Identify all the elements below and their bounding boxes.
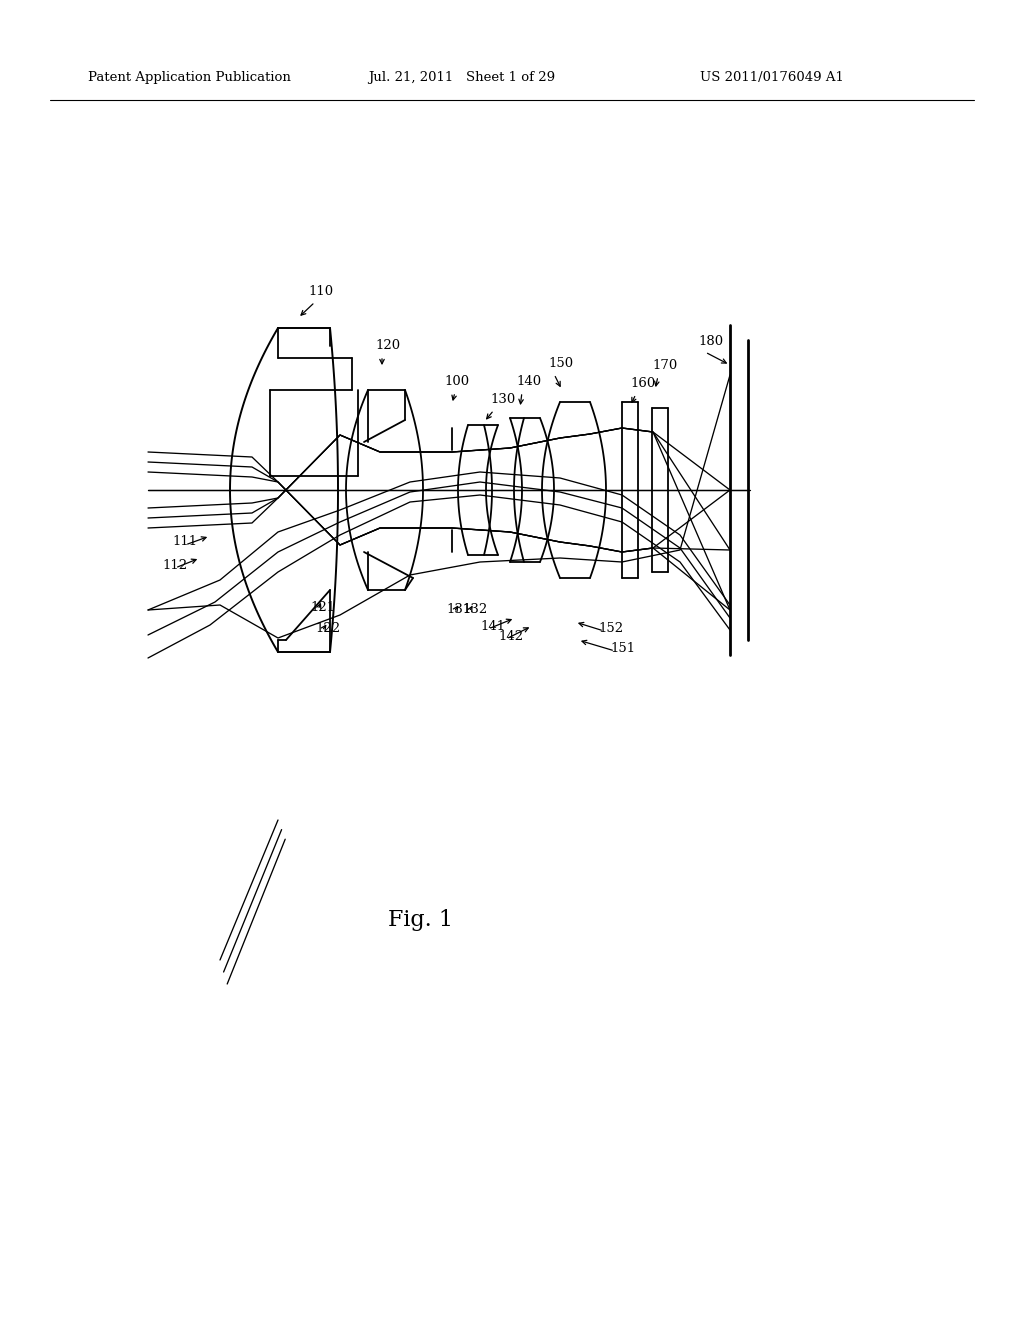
- Text: Patent Application Publication: Patent Application Publication: [88, 71, 291, 84]
- Text: 122: 122: [315, 622, 340, 635]
- Text: 141: 141: [480, 620, 505, 634]
- Text: 121: 121: [310, 601, 335, 614]
- Text: 160: 160: [630, 378, 655, 389]
- Text: 130: 130: [490, 393, 515, 407]
- Text: 112: 112: [162, 558, 187, 572]
- Text: 152: 152: [598, 622, 624, 635]
- Text: 180: 180: [698, 335, 723, 348]
- Text: Jul. 21, 2011   Sheet 1 of 29: Jul. 21, 2011 Sheet 1 of 29: [368, 71, 555, 84]
- Text: 142: 142: [498, 630, 523, 643]
- Text: 151: 151: [610, 642, 635, 655]
- Text: 120: 120: [375, 339, 400, 352]
- Text: 100: 100: [444, 375, 469, 388]
- Text: Fig. 1: Fig. 1: [387, 909, 453, 931]
- Text: 132: 132: [462, 603, 487, 616]
- Text: 140: 140: [516, 375, 541, 388]
- Text: 170: 170: [652, 359, 677, 372]
- Text: 111: 111: [172, 535, 198, 548]
- Text: 131: 131: [446, 603, 471, 616]
- Text: 150: 150: [548, 356, 573, 370]
- Text: 110: 110: [308, 285, 333, 298]
- Text: US 2011/0176049 A1: US 2011/0176049 A1: [700, 71, 844, 84]
